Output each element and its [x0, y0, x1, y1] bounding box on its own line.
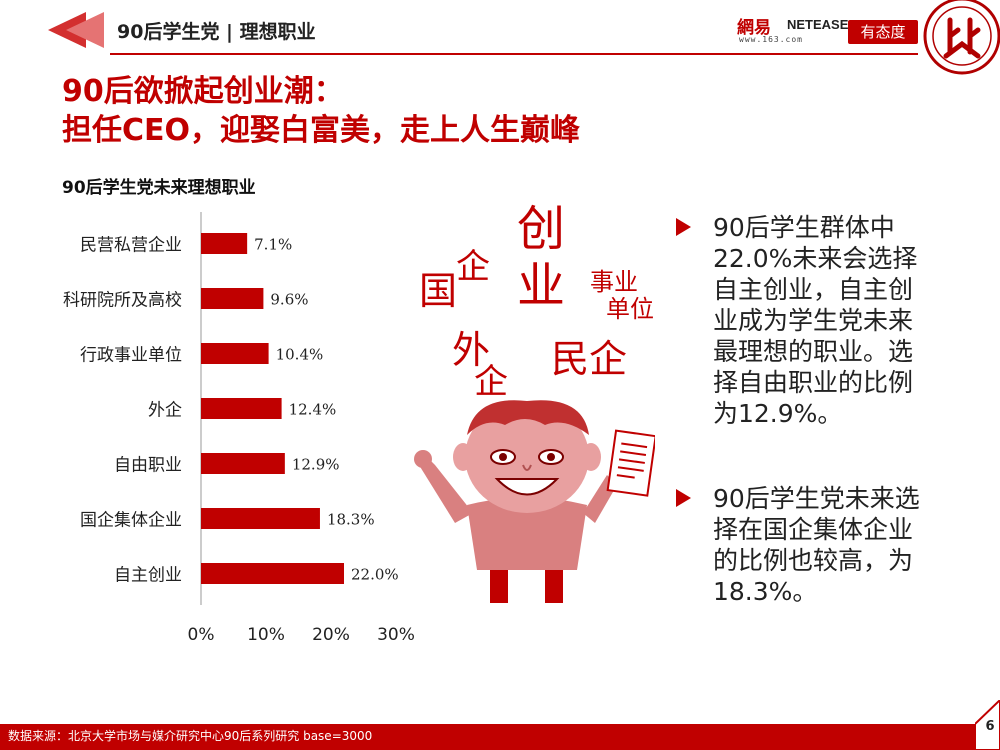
bar	[201, 508, 320, 529]
x-tick-label: 20%	[312, 625, 350, 645]
bullet-point-2: 90后学生党未来选择在国企集体企业的比例也较高，为18.3%。	[676, 483, 926, 613]
netease-logo-brand: NETEASE	[787, 17, 849, 32]
data-label: 18.3%	[327, 511, 375, 529]
category-label: 自由职业	[114, 456, 182, 476]
data-label: 9.6%	[270, 291, 308, 309]
word-shiye: 事业	[590, 268, 638, 296]
chart-title: 90后学生党未来理想职业	[62, 178, 256, 198]
x-tick-label: 30%	[377, 625, 415, 645]
bullet-triangle-icon	[676, 489, 691, 507]
netease-logo-url: www.163.com	[739, 35, 803, 44]
word-wai: 外	[452, 328, 491, 372]
bullet-text-2: 90后学生党未来选择在国企集体企业的比例也较高，为18.3%。	[713, 484, 920, 606]
bar	[201, 563, 344, 584]
data-label: 10.4%	[276, 346, 324, 364]
data-label: 22.0%	[351, 566, 399, 584]
x-tick-label: 0%	[188, 625, 215, 645]
header-divider	[110, 53, 918, 55]
word-chuang: 创	[517, 201, 566, 257]
word-qi: 企	[456, 247, 490, 287]
category-label: 科研院所及高校	[63, 291, 182, 311]
bar-chart: 民营私营企业 7.1% 科研院所及高校 9.6% 行政事业单位 10.4% 外企 12.4% 自…	[63, 212, 415, 645]
page-number: 6	[985, 719, 994, 734]
bar	[201, 343, 269, 364]
headline-line-1: 90后欲掀起创业潮：	[62, 74, 344, 109]
bullet-text-1: 90后学生群体中22.0%未来会选择自主创业，自主创业成为学生党未来最理想的职业…	[713, 213, 918, 428]
word-guo: 国	[419, 269, 458, 313]
word-ye: 业	[517, 258, 566, 314]
header-triangle-mark	[48, 12, 104, 48]
word-minqi: 民企	[551, 337, 628, 381]
word-danwei: 单位	[606, 295, 654, 323]
category-label: 自主创业	[114, 566, 182, 586]
netease-logo: 網易 NETEASE www.163.com	[735, 13, 849, 47]
bullet-triangle-icon	[676, 218, 691, 236]
word-qi-2: 企	[474, 362, 508, 402]
footer-source: 数据来源：北京大学市场与媒介研究中心90后系列研究 base=3000	[8, 729, 373, 743]
footer-bar	[0, 724, 1000, 750]
youtaidu-logo: 有态度	[848, 20, 918, 44]
data-label: 7.1%	[254, 236, 292, 254]
bullet-point-1: 90后学生群体中22.0%未来会选择自主创业，自主创业成为学生党未来最理想的职业…	[676, 212, 926, 472]
header-title: 90后学生党 | 理想职业	[117, 21, 316, 43]
cartoon-student-illustration	[414, 400, 655, 603]
category-label: 外企	[148, 401, 182, 421]
headline-line-2: 担任CEO，迎娶白富美，走上人生巅峰	[62, 113, 581, 148]
university-seal-logo	[923, 0, 1000, 75]
x-tick-label: 10%	[247, 625, 285, 645]
bar	[201, 453, 285, 474]
category-label: 国企集体企业	[80, 511, 182, 531]
bar	[201, 233, 248, 254]
page-number-badge: 6	[975, 700, 1000, 750]
bar	[201, 398, 282, 419]
data-label: 12.9%	[292, 456, 340, 474]
category-label: 民营私营企业	[80, 236, 182, 256]
data-label: 12.4%	[289, 401, 337, 419]
bar	[201, 288, 264, 309]
netease-logo-chinese: 網易	[737, 18, 771, 38]
category-label: 行政事业单位	[80, 346, 182, 366]
